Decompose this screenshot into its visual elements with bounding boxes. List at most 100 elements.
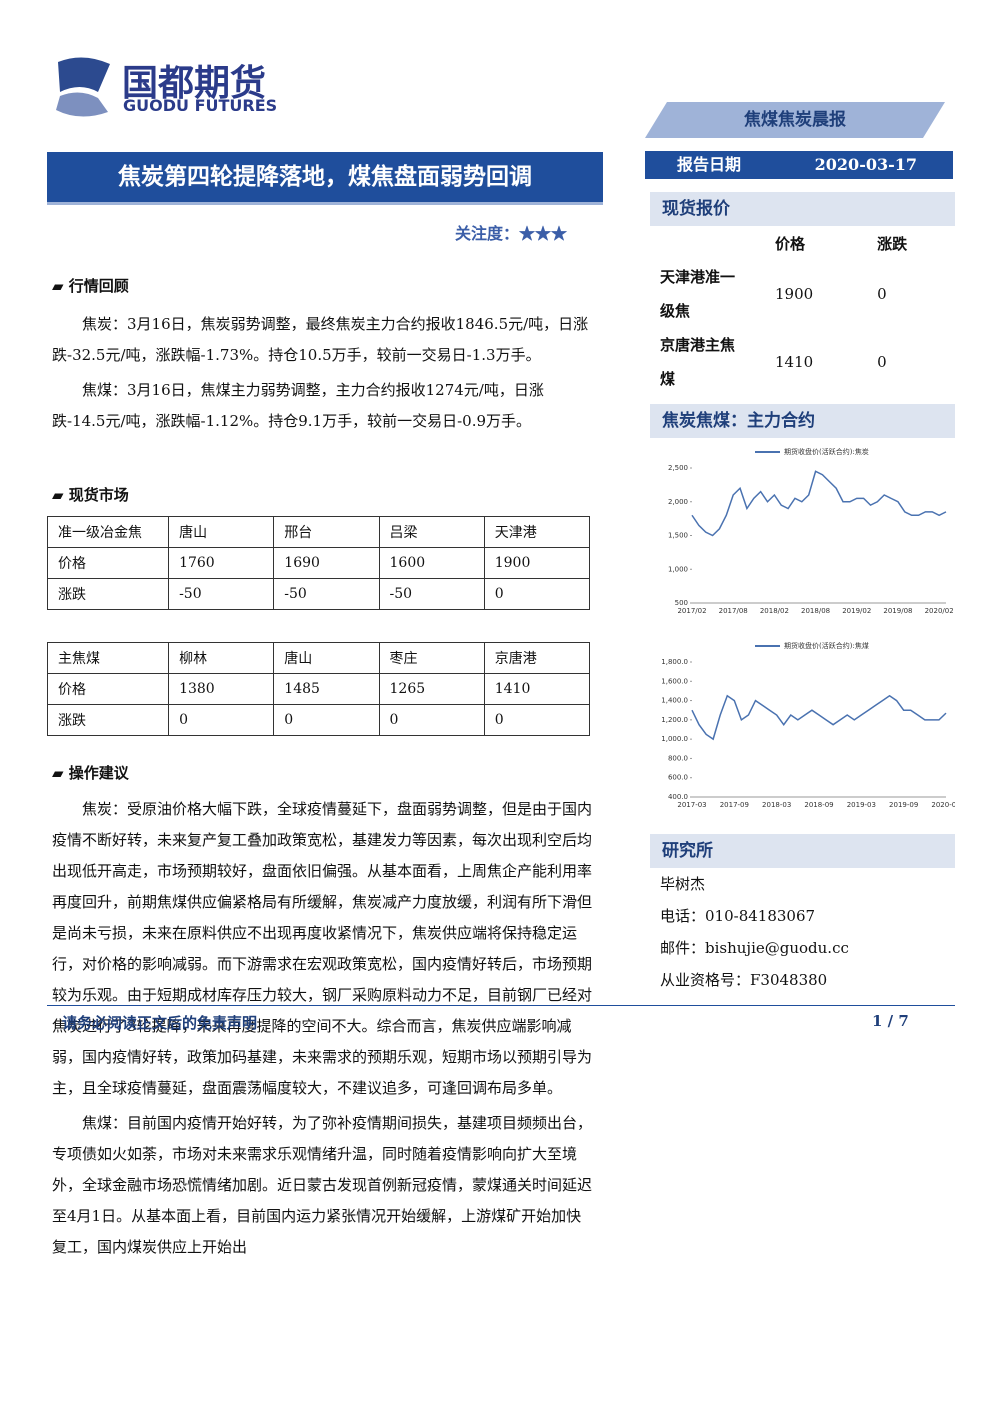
table-cell: 京唐港 xyxy=(483,642,591,674)
table-cell: 价格 xyxy=(46,547,170,579)
table-row: 主焦煤 柳林 唐山 枣庄 京唐港 xyxy=(46,642,591,674)
quote-row: 京唐港主焦煤 1410 0 xyxy=(650,328,955,396)
y-tick-label: 600.0 xyxy=(668,774,688,782)
table-cell: 柳林 xyxy=(168,642,275,674)
paragraph: 焦炭：受原油价格大幅下跌，全球疫情蔓延下，盘面弱势调整，但是由于国内疫情不断好转… xyxy=(52,800,593,1097)
spot-table: 准一级冶金焦 唐山 邢台 吕梁 天津港 价格 1760 1690 1600 1900 涨跌 -50 -5… xyxy=(46,516,591,610)
table-cell: 主焦煤 xyxy=(46,642,170,674)
table-cell: 1690 xyxy=(273,547,380,579)
table-cell: 吕梁 xyxy=(378,516,485,548)
table-row: 准一级冶金焦 唐山 邢台 吕梁 天津港 xyxy=(46,516,591,548)
y-tick-label: 400.0 xyxy=(668,793,688,801)
y-tick-label: 1,200.0 xyxy=(661,716,688,724)
heading-text: 行情回顾 xyxy=(68,277,129,295)
line xyxy=(691,470,947,537)
table-cell: 邢台 xyxy=(273,516,380,548)
table-cell: 1760 xyxy=(168,547,275,579)
date: 2020-03-17 xyxy=(814,155,917,174)
y-tick-label: 2,000 xyxy=(668,498,688,506)
y-tick-label: 1,000.0 xyxy=(661,735,688,743)
table-cell: 1900 xyxy=(483,547,591,579)
y-tick-label: 1,500 xyxy=(668,532,688,540)
cell xyxy=(650,226,765,260)
x-tick-label: 2018-09 xyxy=(804,801,833,809)
chart: 400.0 600.0 800.0 1,000.0 1,200.0 1,400.0 1,60… xyxy=(661,641,960,809)
y-tick-label: 800.0 xyxy=(668,754,688,762)
cell: 京唐港主焦煤 xyxy=(660,336,736,388)
contacts: 毕树杰电话：010-84183067 邮件：bishujie@guodu.cc 从业… xyxy=(650,868,955,996)
table-cell: 准一级冶金焦 xyxy=(46,516,170,548)
contact: 毕树杰 xyxy=(660,875,706,893)
disclaimer: 请务必阅读正文后的免责声明 xyxy=(62,1014,258,1032)
contact: 邮件：bishujie@guodu.cc xyxy=(660,939,849,957)
quote: 价格 涨跌 天津港准一级焦 1900 0 京唐港主焦煤 1410 0 xyxy=(650,226,955,396)
table-cell: -50 xyxy=(273,578,380,610)
quote-heading: 现货报价 xyxy=(650,192,955,226)
title: 焦炭第四轮提降落地，煤焦盘面弱势回调 xyxy=(47,152,603,205)
review-body: 焦炭：3月16日，焦炭弱势调整，最终焦炭主力合约报收1846.5元/吨，日涨跌-… xyxy=(52,309,592,441)
x-tick-label: 2020/02 xyxy=(925,607,954,615)
x-tick-label: 2019-03 xyxy=(847,801,876,809)
table-row: 涨跌 -50 -50 -50 0 xyxy=(46,578,591,610)
table-cell: 1380 xyxy=(168,673,275,705)
x-tick-label: 2017/08 xyxy=(719,607,748,615)
sidebar: 现货报价 价格 涨跌 天津港准一级焦 1900 0 京唐港主焦煤 1410 0 焦炭焦煤：主力… xyxy=(650,192,961,996)
table-cell: 1265 xyxy=(378,673,485,705)
table-row: 涨跌 0 0 0 0 xyxy=(46,704,591,736)
table-cell: 1410 xyxy=(483,673,591,705)
table-cell: 0 xyxy=(273,704,380,736)
research-heading: 研究所 xyxy=(650,834,955,868)
table-cell: -50 xyxy=(168,578,275,610)
cell: 0 xyxy=(877,285,887,303)
y-tick-label: 1,400.0 xyxy=(661,697,688,705)
x-tick-label: 2019-09 xyxy=(889,801,918,809)
x-tick-label: 2019/02 xyxy=(842,607,871,615)
quote-row: 天津港准一级焦 1900 0 xyxy=(650,260,955,328)
x-tick-label: 2017/02 xyxy=(677,607,706,615)
line xyxy=(691,694,947,741)
table-cell: 涨跌 xyxy=(46,578,170,610)
cell: 涨跌 xyxy=(877,234,908,253)
spot-heading: ▰ 现货市场 xyxy=(52,486,129,504)
advice-heading: ▰ 操作建议 xyxy=(52,764,129,782)
x-tick-label: 2020-03 xyxy=(931,801,955,809)
x-tick-label: 2018/02 xyxy=(760,607,789,615)
table-cell: 0 xyxy=(378,704,485,736)
logo-cn: 国都期货 xyxy=(122,63,267,104)
y-tick-label: 500 xyxy=(675,599,688,607)
heading-text: 操作建议 xyxy=(68,764,129,782)
cell: 1900 xyxy=(775,285,814,303)
date-label: 报告日期 xyxy=(677,155,742,174)
table-cell: 天津港 xyxy=(483,516,591,548)
contact: 从业资格号：F3048380 xyxy=(660,971,828,989)
contact: 电话：010-84183067 xyxy=(660,907,816,925)
quote-table: 价格 涨跌 天津港准一级焦 1900 0 京唐港主焦煤 1410 0 xyxy=(650,226,955,396)
table-cell: 唐山 xyxy=(168,516,275,548)
table-row: 价格 1380 1485 1265 1410 xyxy=(46,673,591,705)
chart: 500 1,000 1,500 2,000 2,500 2017/02 2017/08 201… xyxy=(668,447,954,615)
cell: 天津港准一级焦 xyxy=(660,268,736,320)
table-cell: 唐山 xyxy=(273,642,380,674)
date-bar: 报告日期 2020-03-17 xyxy=(645,151,953,179)
legend-label: 期货收盘价(活跃合约):焦煤 xyxy=(784,641,869,650)
advice-body: 焦炭：受原油价格大幅下跌，全球疫情蔓延下，盘面弱势调整，但是由于国内疫情不断好转… xyxy=(52,794,592,1267)
paragraph: 焦煤：目前国内疫情开始好转，为了弥补疫情期间损失，基建项目频频出台，专项债如火如… xyxy=(52,1114,593,1256)
table-cell: 0 xyxy=(483,578,591,610)
logo-icon xyxy=(56,57,110,117)
heading-text: 现货市场 xyxy=(68,486,129,504)
logo-en: GUODU FUTURES xyxy=(123,96,278,115)
chart-heading: 焦炭焦煤：主力合约 xyxy=(650,404,955,438)
cell: 1410 xyxy=(775,353,814,371)
y-tick-label: 1,000 xyxy=(668,565,688,573)
table-cell: 0 xyxy=(168,704,275,736)
x-tick-label: 2017-09 xyxy=(720,801,749,809)
table-cell: -50 xyxy=(378,578,485,610)
quote-header: 价格 涨跌 xyxy=(650,226,955,260)
paragraph: 焦炭：3月16日，焦炭弱势调整，最终焦炭主力合约报收1846.5元/吨，日涨跌-… xyxy=(52,315,589,364)
spot-table: 主焦煤 柳林 唐山 枣庄 京唐港 价格 1380 1485 1265 1410 涨跌 0 0 0 0 xyxy=(46,642,591,736)
spot-tables: 准一级冶金焦 唐山 邢台 吕梁 天津港 价格 1760 1690 1600 1900 涨跌 -50 -5… xyxy=(46,516,591,768)
attention: 关注度：★★★ xyxy=(455,224,568,243)
y-tick-label: 1,800.0 xyxy=(661,658,688,666)
y-tick-label: 1,600.0 xyxy=(661,677,688,685)
